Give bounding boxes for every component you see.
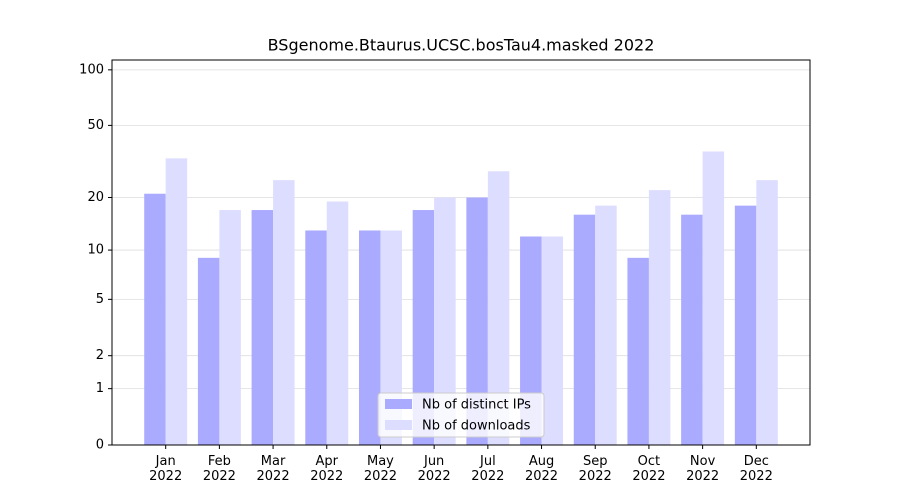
x-tick-label: Dec 2022 bbox=[739, 454, 773, 484]
bar bbox=[326, 201, 349, 445]
bar bbox=[219, 210, 241, 445]
bar bbox=[165, 158, 188, 445]
x-tick-label: Feb 2022 bbox=[202, 454, 236, 484]
bar bbox=[197, 257, 220, 445]
bar bbox=[273, 180, 295, 445]
bar bbox=[305, 230, 327, 445]
x-tick-label: Aug 2022 bbox=[524, 454, 559, 484]
bar bbox=[541, 236, 564, 445]
y-tick-label: 5 bbox=[96, 292, 104, 307]
bar bbox=[648, 190, 671, 445]
bar bbox=[702, 151, 725, 446]
chart-title: BSgenome.Btaurus.UCSC.bosTau4.masked 202… bbox=[268, 36, 655, 55]
x-tick-label: Jul 2022 bbox=[471, 454, 505, 484]
legend-box bbox=[377, 392, 545, 438]
x-tick-label: Jan 2022 bbox=[149, 454, 183, 484]
bar bbox=[380, 230, 402, 445]
x-tick-label: May 2022 bbox=[363, 454, 397, 484]
y-tick-label: 0 bbox=[96, 438, 104, 453]
y-tick-label: 100 bbox=[79, 62, 104, 77]
x-tick-label: Jun 2022 bbox=[417, 454, 451, 484]
y-tick-label: 10 bbox=[87, 243, 104, 258]
bar bbox=[573, 214, 596, 445]
bar bbox=[681, 214, 703, 445]
x-tick-label: Sep 2022 bbox=[578, 454, 612, 484]
legend-label: Nb of downloads bbox=[422, 419, 531, 434]
bar bbox=[734, 205, 757, 445]
bar bbox=[595, 205, 617, 445]
legend: Nb of distinct IPs Nb of downloads bbox=[377, 392, 545, 438]
x-tick-label: Mar 2022 bbox=[256, 454, 290, 484]
legend-swatch bbox=[385, 420, 412, 430]
bar bbox=[466, 197, 488, 445]
bar bbox=[358, 230, 381, 445]
y-tick-label: 50 bbox=[87, 118, 104, 133]
x-tick-label: Nov 2022 bbox=[686, 454, 720, 484]
bar bbox=[487, 171, 510, 445]
x-tick-label: Oct 2022 bbox=[632, 454, 666, 484]
y-tick-label: 20 bbox=[87, 190, 104, 205]
plot-frame bbox=[111, 59, 811, 446]
bar bbox=[434, 197, 456, 445]
bar bbox=[756, 180, 778, 445]
legend-label: Nb of distinct IPs bbox=[422, 398, 531, 413]
bar bbox=[144, 193, 166, 445]
bar bbox=[412, 210, 435, 445]
x-tick-label: Apr 2022 bbox=[310, 454, 344, 484]
y-tick-label: 2 bbox=[96, 348, 104, 363]
y-tick-label: 1 bbox=[96, 381, 104, 396]
bar bbox=[627, 257, 649, 445]
legend-swatch bbox=[385, 399, 412, 409]
bar bbox=[251, 210, 274, 445]
